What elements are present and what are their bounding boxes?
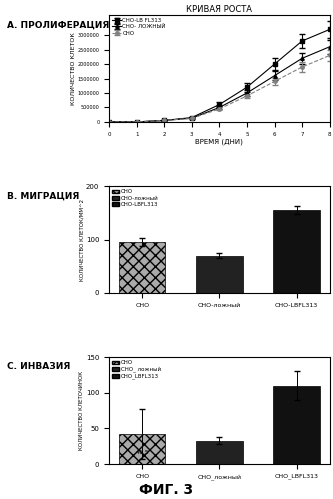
Text: ФИГ. 3: ФИГ. 3 <box>140 483 193 497</box>
Y-axis label: КОЛИЧЕСТВО КЛЕТОЧИНОК: КОЛИЧЕСТВО КЛЕТОЧИНОК <box>80 371 85 450</box>
Bar <box>273 210 320 293</box>
Legend: CHO-LB FL313, CHO- ЛОЖНЫЙ, CHO: CHO-LB FL313, CHO- ЛОЖНЫЙ, CHO <box>112 18 166 36</box>
Bar <box>196 441 242 464</box>
Y-axis label: КОЛИЧЕСТВО КЛЕТОК/ММ^2: КОЛИЧЕСТВО КЛЕТОК/ММ^2 <box>80 199 85 280</box>
Text: С. ИНВАЗИЯ: С. ИНВАЗИЯ <box>7 362 70 371</box>
Bar <box>119 434 166 464</box>
Text: А. ПРОЛИФЕРАЦИЯ: А. ПРОЛИФЕРАЦИЯ <box>7 20 109 29</box>
X-axis label: ВРЕМЯ (ДНИ): ВРЕМЯ (ДНИ) <box>195 138 243 145</box>
Legend: CHO, CHO_ ложный, CHO_LBFL313: CHO, CHO_ ложный, CHO_LBFL313 <box>112 360 162 380</box>
Bar <box>196 255 242 293</box>
Legend: CHO, CHO-ложный, CHO-LBFL313: CHO, CHO-ложный, CHO-LBFL313 <box>112 189 159 207</box>
Y-axis label: КОЛИЧЕСТВО КЛЕТОК: КОЛИЧЕСТВО КЛЕТОК <box>71 32 76 105</box>
Bar <box>273 386 320 464</box>
Bar <box>119 242 166 293</box>
Title: КРИВАЯ РОСТА: КРИВАЯ РОСТА <box>186 5 252 14</box>
Text: В. МИГРАЦИЯ: В. МИГРАЦИЯ <box>7 192 79 201</box>
Text: 41.5: 41.5 <box>136 450 149 455</box>
